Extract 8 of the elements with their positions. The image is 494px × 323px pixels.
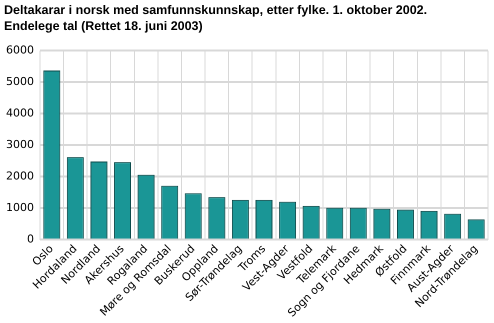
y-tick-label: 0: [26, 232, 34, 246]
y-tick-label: 6000: [6, 43, 34, 56]
y-tick-label: 5000: [6, 74, 34, 88]
y-tick-label: 2000: [6, 169, 34, 182]
y-tick-label: 1000: [6, 200, 34, 214]
y-tick-label: 3000: [6, 138, 34, 151]
chart-title: Deltakarar i norsk med samfunnskunnskap, etter fylke. 1. oktober 2002. Endelege tal (Rettet 18. juni 2003): [4, 2, 428, 34]
y-tick-label: 4000: [6, 106, 34, 120]
